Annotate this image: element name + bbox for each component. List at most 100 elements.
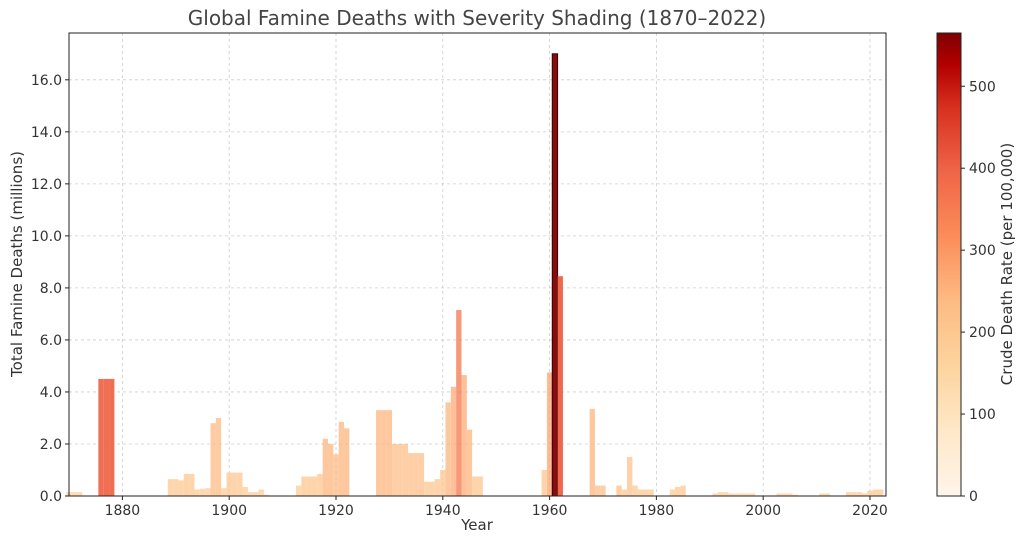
bar bbox=[472, 476, 478, 496]
bar bbox=[402, 443, 409, 496]
bar bbox=[589, 408, 595, 496]
colorbar-label: Crude Death Rate (per 100,000) bbox=[998, 143, 1016, 385]
bar bbox=[546, 372, 553, 496]
colorbar bbox=[936, 32, 962, 497]
y-tick-label: 4.0 bbox=[40, 385, 62, 401]
bar bbox=[781, 493, 788, 496]
bar bbox=[877, 489, 884, 496]
bar bbox=[845, 492, 852, 496]
bar bbox=[733, 493, 740, 496]
x-tick-label: 2000 bbox=[745, 503, 781, 519]
x-axis-label: Year bbox=[460, 516, 494, 534]
bar bbox=[749, 493, 756, 496]
bar bbox=[744, 493, 750, 496]
bar bbox=[109, 378, 115, 496]
bar bbox=[183, 473, 190, 496]
x-tick-label: 1920 bbox=[318, 503, 354, 519]
bar bbox=[413, 453, 419, 496]
bar bbox=[333, 454, 339, 496]
bar bbox=[792, 494, 798, 496]
bar bbox=[477, 476, 483, 496]
bar bbox=[311, 476, 318, 496]
bar bbox=[103, 378, 110, 496]
bar bbox=[397, 443, 403, 496]
x-tick-label: 1900 bbox=[211, 503, 247, 519]
bars bbox=[66, 53, 884, 497]
bar bbox=[594, 485, 601, 496]
bar bbox=[98, 378, 104, 496]
chart-title: Global Famine Deaths with Severity Shadi… bbox=[188, 6, 766, 30]
bar bbox=[739, 493, 745, 496]
bar bbox=[263, 494, 270, 496]
bar bbox=[392, 443, 398, 496]
bar bbox=[295, 485, 302, 496]
bar bbox=[322, 438, 328, 496]
bar bbox=[440, 469, 446, 496]
bar bbox=[461, 375, 467, 496]
y-tick-label: 12.0 bbox=[31, 177, 62, 193]
bar bbox=[551, 53, 559, 497]
bar bbox=[466, 429, 473, 496]
bar bbox=[621, 489, 628, 496]
x-axis: 1880 1900 1920 1940 1960 1980 2000 2020 bbox=[105, 496, 888, 519]
bar bbox=[226, 472, 232, 496]
bar bbox=[205, 488, 211, 496]
bar bbox=[776, 493, 782, 496]
bar bbox=[680, 485, 686, 496]
bar bbox=[376, 410, 382, 496]
x-tick-label: 1980 bbox=[639, 503, 675, 519]
bar bbox=[301, 476, 307, 496]
bar bbox=[231, 472, 238, 496]
colorbar-tick-label: 200 bbox=[969, 325, 996, 341]
y-tick-label: 16.0 bbox=[31, 73, 62, 89]
bar bbox=[637, 489, 644, 496]
bar bbox=[867, 490, 873, 496]
colorbar-tick-label: 300 bbox=[969, 243, 996, 259]
y-axis: 0.0 2.0 4.0 6.0 8.0 10.0 12.0 14.0 16.0 bbox=[31, 73, 69, 505]
bar bbox=[787, 493, 793, 496]
colorbar-tick-label: 0 bbox=[969, 489, 978, 505]
bar bbox=[258, 489, 264, 496]
bar bbox=[669, 489, 676, 496]
bar bbox=[189, 473, 195, 496]
colorbar-tick-label: 100 bbox=[969, 407, 996, 423]
bar bbox=[344, 428, 350, 496]
bar bbox=[408, 453, 414, 496]
bar bbox=[418, 453, 425, 496]
bar bbox=[675, 486, 681, 496]
y-tick-label: 10.0 bbox=[31, 229, 62, 245]
bar bbox=[253, 492, 259, 496]
y-tick-label: 2.0 bbox=[40, 437, 62, 453]
colorbar-tick-label: 400 bbox=[969, 161, 996, 177]
bar bbox=[317, 473, 323, 496]
plot-frame bbox=[68, 32, 887, 497]
x-tick-label: 2020 bbox=[852, 503, 888, 519]
bar bbox=[77, 492, 83, 496]
y-tick-label: 8.0 bbox=[40, 281, 62, 297]
bar bbox=[723, 492, 729, 496]
colorbar-axis: 0 100 200 300 400 500 bbox=[961, 79, 996, 505]
bar bbox=[237, 472, 243, 496]
colorbar-tick-label: 500 bbox=[969, 79, 996, 95]
x-tick-label: 1960 bbox=[532, 503, 568, 519]
bar bbox=[386, 410, 393, 496]
bar bbox=[643, 489, 649, 496]
bar bbox=[851, 492, 857, 496]
y-tick-label: 0.0 bbox=[40, 489, 62, 505]
bar bbox=[247, 492, 254, 496]
y-tick-label: 14.0 bbox=[31, 125, 62, 141]
bar bbox=[167, 479, 174, 496]
bar bbox=[327, 443, 334, 496]
bar bbox=[434, 479, 441, 496]
bar bbox=[717, 492, 724, 496]
bar bbox=[616, 485, 622, 496]
bar bbox=[221, 488, 227, 496]
bar bbox=[861, 493, 868, 496]
bar bbox=[210, 423, 216, 496]
y-axis-label: Total Famine Deaths (millions) bbox=[8, 151, 26, 378]
bar bbox=[872, 489, 878, 496]
bar bbox=[712, 493, 718, 496]
grid bbox=[69, 33, 886, 497]
bar bbox=[450, 386, 457, 496]
